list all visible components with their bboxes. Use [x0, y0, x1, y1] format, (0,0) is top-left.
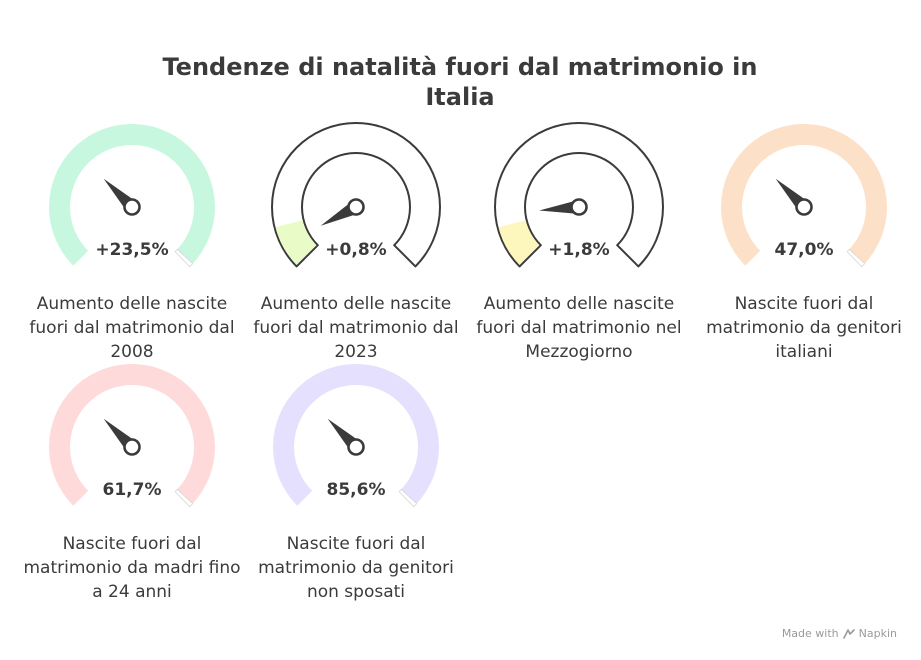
gauge-value: +23,5% — [95, 240, 169, 260]
gauge-fill-segment — [498, 220, 540, 265]
gauge-hub — [347, 198, 365, 216]
gauge-fill-segment — [275, 220, 317, 265]
gauge-tile: 61,7% Nascite fuori dal matrimonio da mad… — [20, 360, 244, 602]
gauge-outline — [494, 122, 664, 268]
gauge-tile: 47,0% Nascite fuori dal matrimonio da gen… — [692, 120, 916, 362]
gauge-value: 85,6% — [326, 480, 386, 500]
gauge-label: Aumento delle nascite fuori dal matrimon… — [476, 294, 682, 362]
made-with-text: Made with — [781, 627, 839, 640]
gauge-tile: +23,5% Aumento delle nascite fuori dal ma… — [20, 120, 244, 362]
gauge-end-tick — [846, 248, 866, 268]
napkin-logo-icon — [842, 628, 855, 639]
gauge-tile: +1,8% Aumento delle nascite fuori dal mat… — [467, 120, 691, 362]
gauge-outline — [271, 122, 441, 268]
gauge-band — [272, 364, 439, 506]
gauge-needle — [539, 200, 580, 214]
gauge-band — [720, 124, 887, 266]
gauge-dial — [48, 124, 215, 268]
gauge-hub — [570, 198, 588, 216]
footer-credit[interactable]: Made with Napkin — [782, 627, 897, 640]
gauge-label: Nascite fuori dal matrimonio da genitori… — [706, 294, 902, 362]
gauge-value: +1,8% — [548, 240, 610, 260]
gauge-dial — [272, 364, 439, 508]
gauge-dial — [48, 364, 215, 508]
gauge-label: Aumento delle nascite fuori dal matrimon… — [253, 294, 459, 362]
gauge-dial — [271, 122, 441, 268]
gauge-tile: +0,8% Aumento delle nascite fuori dal mat… — [244, 120, 468, 362]
brand-text: Napkin — [858, 627, 897, 640]
gauge-dial — [494, 122, 664, 268]
gauge-value: +0,8% — [325, 240, 387, 260]
gauge-dial — [720, 124, 887, 268]
gauge-band — [48, 124, 215, 266]
gauge-hub — [347, 438, 365, 456]
gauge-hub — [795, 198, 813, 216]
gauge-label: Nascite fuori dal matrimonio da genitori… — [258, 534, 454, 602]
gauge-end-tick — [174, 488, 194, 508]
gauge-label: Nascite fuori dal matrimonio da madri fi… — [23, 534, 241, 602]
gauge-tile: 85,6% Nascite fuori dal matrimonio da gen… — [244, 360, 468, 602]
gauge-value: 47,0% — [774, 240, 834, 260]
gauge-label: Aumento delle nascite fuori dal matrimon… — [29, 294, 235, 362]
gauge-end-tick — [398, 488, 418, 508]
gauge-end-tick — [174, 248, 194, 268]
gauge-value: 61,7% — [102, 480, 162, 500]
gauge-band — [48, 364, 215, 506]
gauge-hub — [123, 198, 141, 216]
page-title: Tendenze di natalità fuori dal matrimoni… — [162, 53, 758, 111]
gauge-hub — [123, 438, 141, 456]
